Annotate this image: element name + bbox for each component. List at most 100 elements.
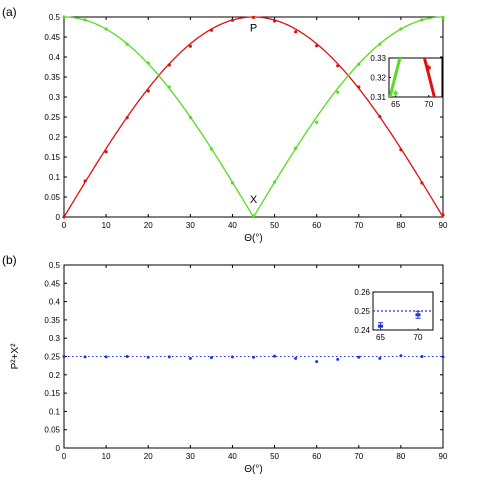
- panel-a-inset-y-tick-label: 0.31: [370, 93, 386, 102]
- series-P-label: P: [250, 22, 257, 34]
- panel-b-x-axis-label: Θ(°): [244, 464, 262, 475]
- panel-a-x-tick-label: 30: [186, 221, 195, 230]
- panel-a-x-tick-label: 40: [228, 221, 237, 230]
- series-X-point: [315, 120, 319, 124]
- panel-a-y-tick-label: 0.4: [49, 53, 61, 62]
- series-X-point: [104, 27, 108, 31]
- series-point: [315, 360, 319, 364]
- inset-point: [341, 336, 346, 339]
- panel-b-x-tick-label: 10: [102, 452, 111, 461]
- series-X-point: [209, 147, 213, 151]
- panel-a-x-tick-label: 90: [439, 221, 448, 230]
- panel-a-x-tick-label: 20: [144, 221, 153, 230]
- panel-b-x-tick-label: 50: [270, 452, 279, 461]
- series-X-point: [336, 90, 340, 94]
- series-P-point: [420, 181, 424, 185]
- series-X-point: [272, 180, 277, 184]
- panel-a-y-tick-label: 0.35: [44, 73, 60, 82]
- series-point: [378, 356, 382, 360]
- panel-a-y-tick-label: 0.05: [44, 193, 60, 202]
- series-X-point: [188, 115, 192, 119]
- series-P-point: [357, 85, 361, 89]
- series-X-point: [378, 42, 382, 46]
- series-X-point: [357, 62, 361, 66]
- panel-b-x-tick-label: 80: [396, 452, 405, 461]
- series-point: [83, 355, 87, 359]
- series-X-point: [125, 42, 129, 46]
- panel-b-y-tick-label: 0.45: [44, 279, 60, 288]
- series-X-point: [146, 61, 150, 65]
- panel-a-inset-x-tick-label: 65: [391, 100, 400, 109]
- panel-b-x-tick-label: 0: [62, 452, 67, 461]
- panel-label-b: (b): [2, 253, 17, 267]
- inset-point: [378, 324, 383, 328]
- panel-b-y-tick-label: 0.35: [44, 316, 60, 325]
- panel-a-plot-frame: [63, 16, 444, 218]
- series-X-point: [399, 27, 403, 31]
- series-P-point: [83, 179, 87, 183]
- series-P-point: [315, 44, 319, 48]
- inset-series-P-point: [460, 211, 464, 214]
- panel-a-y-tick-label: 0.3: [49, 93, 61, 102]
- panel-a-x-tick-label: 70: [354, 221, 363, 230]
- inset-series-P-curve: [422, 58, 436, 97]
- panel-b-inset-y-tick-label: 0.25: [354, 307, 370, 316]
- series-point: [441, 355, 445, 359]
- panel-a-y-tick-label: 0.45: [44, 33, 60, 42]
- series-X-point: [420, 18, 424, 22]
- series-P-point: [294, 30, 298, 34]
- series-point: [209, 356, 213, 360]
- series-P-point: [336, 64, 340, 68]
- panel-b-y-tick-label: 0.25: [44, 353, 60, 362]
- panel-a-inset-x-tick-label: 70: [424, 100, 433, 109]
- panel-b-y-tick-label: 0.05: [44, 426, 60, 435]
- panel-a-inset-content: [361, 58, 464, 241]
- panel-b-inset-y-tick-label: 0.24: [354, 326, 370, 335]
- series-P-point: [209, 28, 213, 32]
- series-P-point: [251, 15, 256, 19]
- panel-b-x-tick-label: 20: [144, 452, 153, 461]
- panel-label-a: (a): [2, 5, 17, 19]
- series-point: [336, 357, 340, 361]
- panel-b-y-tick-label: 0.15: [44, 389, 60, 398]
- series-P-point: [378, 115, 382, 119]
- inset-series-X-point: [361, 238, 365, 241]
- series-point: [273, 354, 277, 358]
- panel-b-x-tick-label: 90: [439, 452, 448, 461]
- panel-b-x-tick-label: 30: [186, 452, 195, 461]
- inset-series-X-curve: [389, 58, 402, 97]
- series-point: [167, 355, 171, 359]
- inset-series-X-point: [393, 91, 398, 95]
- series-point: [104, 355, 108, 359]
- series-point: [420, 355, 424, 358]
- series-X-point: [62, 15, 66, 19]
- panel-b-y-tick-label: 0.1: [49, 407, 61, 416]
- inset-point: [415, 313, 421, 317]
- panel-b-y-tick-label: 0.4: [49, 298, 61, 307]
- series-P-point: [188, 44, 192, 48]
- panel-b-y-tick-label: 0.2: [49, 371, 61, 380]
- series-point: [294, 356, 298, 360]
- panel-a-inset-y-tick-label: 0.33: [370, 54, 386, 63]
- panel-b-y-axis-label: P²+X²: [10, 343, 21, 370]
- panel-b-x-tick-label: 60: [312, 452, 321, 461]
- inset-series-P-point: [426, 66, 431, 70]
- series-point: [252, 355, 255, 359]
- panel-a-inset-y-tick-label: 0.32: [370, 74, 386, 83]
- series-X-point: [251, 214, 256, 218]
- series-X-curve: [63, 16, 444, 219]
- series-point: [399, 354, 403, 358]
- panel-b-inset-x-tick-label: 65: [376, 333, 385, 342]
- panel-a-y-tick-label: 0: [56, 213, 61, 222]
- panel-b-inset-y-tick-label: 0.26: [354, 288, 370, 297]
- series-point: [146, 355, 150, 359]
- panel-b-x-tick-label: 40: [228, 452, 237, 461]
- panel-a-y-tick-label: 0.5: [49, 13, 61, 22]
- series-X-point: [83, 18, 87, 22]
- series-P-curve: [63, 16, 444, 218]
- series-X-point: [294, 146, 298, 150]
- panel-b-y-tick-label: 0: [56, 444, 61, 453]
- panel-a-x-axis-label: Θ(°): [244, 233, 262, 244]
- series-P-point: [167, 63, 171, 67]
